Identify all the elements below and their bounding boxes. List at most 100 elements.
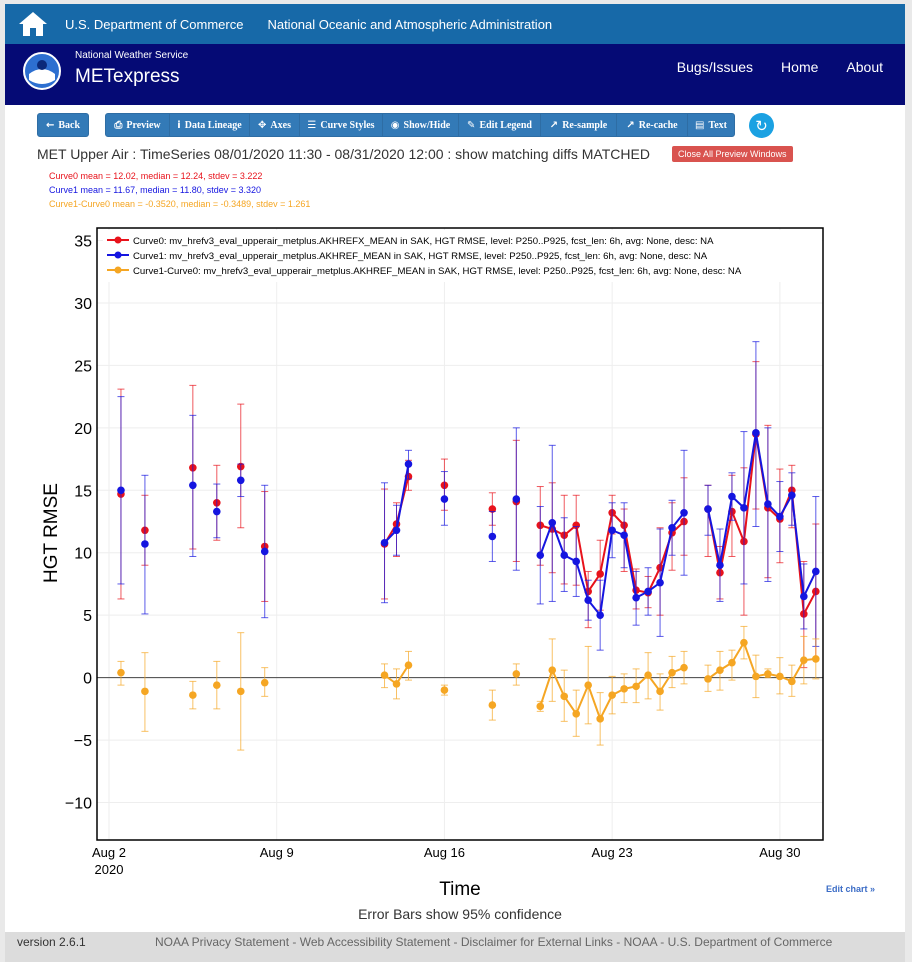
y-tick-label: 5	[83, 608, 92, 625]
x-tick-labels: Aug 2 Aug 9 Aug 16 Aug 23 Aug 30 2020	[92, 845, 800, 877]
data-point	[236, 687, 245, 696]
chart-series	[117, 341, 820, 751]
x-tick-label: Aug 16	[424, 845, 465, 860]
data-point	[776, 512, 784, 521]
y-tick-label: −10	[65, 796, 92, 813]
resample-button[interactable]: ↗ Re-sample	[540, 113, 617, 137]
axes-button[interactable]: ✥ Axes	[249, 113, 300, 137]
data-point	[788, 677, 796, 686]
x-tick-label: Aug 23	[592, 845, 633, 860]
data-point	[572, 710, 581, 718]
legend-box	[103, 230, 822, 282]
text-button[interactable]: ▤ Text	[687, 113, 735, 137]
data-point	[740, 503, 748, 512]
data-point	[392, 680, 401, 688]
line-chart-icon: ↗	[549, 119, 559, 131]
list-icon: ☰	[307, 119, 317, 131]
navbar: National Weather Service METexpress Bugs…	[5, 44, 905, 105]
agency-bar: U.S. Department of Commerce National Oce…	[5, 4, 905, 44]
data-point	[560, 692, 569, 701]
data-point	[596, 611, 604, 619]
plot-title: MET Upper Air : TimeSeries 08/01/2020 11…	[37, 146, 650, 162]
data-point	[800, 656, 808, 664]
edit-chart-link[interactable]: Edit chart »	[826, 884, 876, 894]
x-tick-label: Aug 9	[260, 845, 294, 860]
data-point	[704, 505, 712, 513]
data-point	[620, 531, 628, 540]
legend-entry: Curve1-Curve0: mv_hrefv3_eval_upperair_m…	[133, 266, 742, 277]
noaa-link[interactable]: National Oceanic and Atmospheric Adminis…	[267, 16, 553, 32]
data-point	[668, 668, 676, 677]
y-axis-label: HGT RMSE	[41, 483, 62, 583]
refresh-icon[interactable]: ↻	[749, 113, 774, 138]
data-point	[656, 687, 664, 696]
commerce-link[interactable]: U.S. Department of Commerce	[65, 16, 244, 32]
y-tick-label: 35	[74, 233, 92, 250]
data-point	[380, 538, 389, 547]
data-point	[632, 593, 640, 602]
data-lineage-button[interactable]: i Data Lineage	[169, 113, 250, 137]
data-point	[764, 500, 772, 508]
series-2	[117, 625, 820, 751]
y-tick-label: 15	[74, 483, 92, 500]
data-point	[608, 526, 616, 535]
data-point	[117, 668, 125, 677]
data-point	[488, 532, 497, 541]
plot-frame	[96, 227, 824, 841]
edit-legend-button[interactable]: ✎ Edit Legend	[458, 113, 541, 137]
y-tick-label: 25	[74, 358, 92, 375]
data-point	[572, 557, 581, 566]
data-point	[213, 507, 221, 516]
back-button[interactable]: ← Back	[37, 113, 89, 137]
nws-label: National Weather Service	[75, 50, 189, 61]
data-point	[404, 460, 413, 468]
chart-legend: Curve0: mv_hrefv3_eval_upperair_metplus.…	[103, 230, 822, 282]
info-icon: i	[177, 119, 181, 131]
series-line	[707, 432, 817, 600]
legend-marker	[114, 236, 122, 244]
y-tick-labels: −10 −5 0 5 10 15 20 25 30 35	[65, 233, 92, 812]
data-point	[668, 523, 676, 532]
data-point	[800, 592, 808, 601]
curve1-stats: Curve1 mean = 11.67, median = 11.80, std…	[49, 185, 262, 195]
data-point	[716, 561, 724, 570]
data-point	[728, 492, 736, 501]
data-point	[644, 671, 652, 679]
curve-styles-button[interactable]: ☰ Curve Styles	[299, 113, 383, 137]
nav-about[interactable]: About	[846, 59, 883, 75]
pencil-icon: ✎	[467, 119, 476, 131]
data-point	[536, 702, 545, 711]
x-tick-label: Aug 30	[759, 845, 800, 860]
error-bar-note: Error Bars show 95% confidence	[358, 906, 562, 922]
data-point	[260, 547, 269, 556]
data-point	[213, 681, 221, 689]
home-icon[interactable]	[15, 6, 51, 42]
eye-icon: ◉	[390, 119, 400, 131]
data-point	[644, 587, 652, 596]
data-point	[488, 505, 497, 513]
preview-button[interactable]: ⎙ Preview	[105, 113, 170, 137]
nav-home[interactable]: Home	[781, 59, 819, 75]
nav-bugs-issues[interactable]: Bugs/Issues	[676, 59, 754, 75]
brand-title[interactable]: METexpress	[75, 66, 180, 87]
data-point	[380, 671, 389, 679]
noaa-logo-icon	[23, 52, 61, 90]
legend-marker	[114, 266, 122, 274]
show-hide-button[interactable]: ◉ Show/Hide	[382, 113, 459, 137]
data-point	[596, 715, 604, 723]
chart-grid	[97, 228, 823, 840]
y-tick-label: −5	[74, 733, 92, 750]
recache-button[interactable]: ↗ Re-cache	[616, 113, 688, 137]
data-point	[716, 666, 724, 674]
close-all-previews-button[interactable]: Close All Preview Windows	[672, 146, 793, 162]
data-point	[632, 682, 640, 691]
data-point	[189, 691, 197, 699]
data-point	[752, 672, 760, 681]
legend-entry: Curve1: mv_hrefv3_eval_upperair_metplus.…	[133, 251, 708, 262]
legend-marker	[114, 251, 122, 259]
data-point	[740, 638, 748, 647]
data-point	[776, 672, 784, 681]
footer-links[interactable]: NOAA Privacy Statement - Web Accessibili…	[155, 935, 833, 949]
data-point	[488, 701, 497, 709]
